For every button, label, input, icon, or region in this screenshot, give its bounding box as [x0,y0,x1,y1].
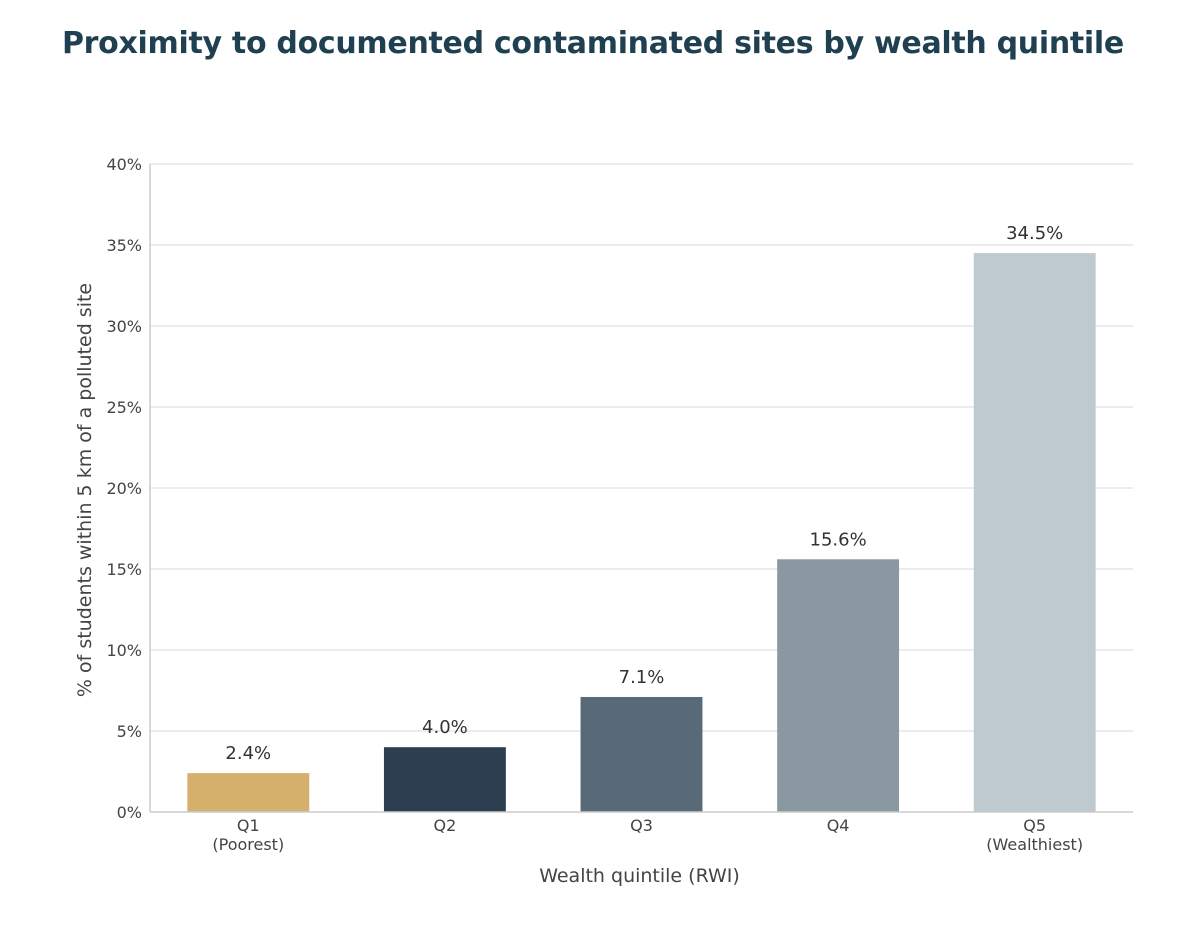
x-tick-label: Q5 [1023,816,1046,835]
x-tick-label: Q3 [630,816,653,835]
bar-1 [187,773,310,812]
y-tick-labels: 0% 5% 10% 15% 20% 25% 30% 35% 40% [106,155,142,822]
y-tick-label: 20% [106,479,142,498]
bar-4 [777,559,900,812]
data-label: 4.0% [422,717,468,738]
data-label: 15.6% [810,529,867,550]
y-tick-label: 10% [106,641,142,660]
y-tick-label: 30% [106,317,142,336]
y-tick-label: 5% [117,722,142,741]
bar-2 [383,747,506,812]
x-tick-labels: Q1(Poorest) Q2 Q3 Q4 Q5(Wealthiest) [212,816,1083,854]
data-label: 7.1% [619,667,665,688]
chart-title: Proximity to documented contaminated sit… [62,26,1124,61]
x-tick-label: (Poorest) [212,835,284,854]
bar-3 [580,696,703,812]
data-label: 34.5% [1006,223,1063,244]
y-tick-label: 15% [106,560,142,579]
x-tick-label: Q1 [237,816,260,835]
y-tick-label: 25% [106,398,142,417]
x-axis-label: Wealth quintile (RWI) [539,865,740,887]
x-tick-label: Q2 [434,816,457,835]
bar-5 [973,253,1096,813]
y-axis-label: % of students within 5 km of a polluted … [74,283,96,697]
y-tick-label: 35% [106,236,142,255]
data-labels: 2.4% 4.0% 7.1% 15.6% 34.5% [225,223,1063,764]
x-tick-label: Q4 [827,816,850,835]
bars [187,253,1096,813]
y-tick-label: 0% [117,803,142,822]
y-tick-label: 40% [106,155,142,174]
axes [149,164,1133,813]
gridlines [150,163,1133,732]
data-label: 2.4% [225,743,271,764]
x-tick-label: (Wealthiest) [986,835,1083,854]
